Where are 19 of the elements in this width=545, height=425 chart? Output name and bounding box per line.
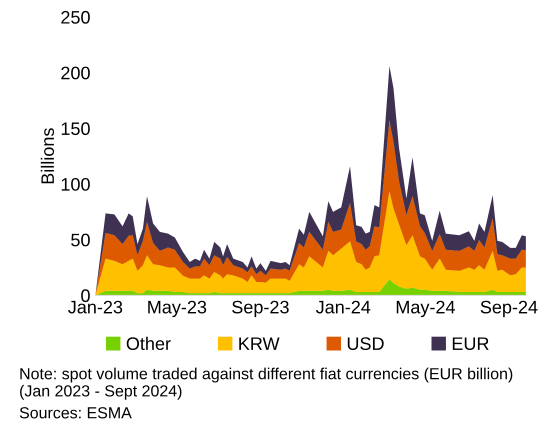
y-tick-label: 250 xyxy=(61,10,90,24)
y-tick-label: 150 xyxy=(62,122,90,136)
y-tick-label: 50 xyxy=(71,234,90,246)
x-tick-label: Jan-24 xyxy=(316,300,370,314)
y-tick-label: 200 xyxy=(61,66,90,80)
x-tick-label: May-24 xyxy=(396,300,455,318)
legend-label: EUR xyxy=(452,337,489,350)
legend-label: USD xyxy=(348,337,384,350)
legend-label: Other xyxy=(126,336,171,350)
x-tick-label: Sep-24 xyxy=(480,300,538,318)
y-tick-label: 100 xyxy=(62,178,90,191)
x-tick-label: Sep-23 xyxy=(232,300,289,318)
source-note: Sources: ESMA xyxy=(20,407,132,418)
x-tick-label: May-23 xyxy=(148,300,206,318)
x-tick-label: Jan-23 xyxy=(68,300,122,314)
y-tick-label: 0 xyxy=(81,289,90,302)
legend-label: KRW xyxy=(239,337,280,350)
text: Note: spot volume traded against different fiat currencies (EUR billion) (Jan 2023 - Sept 2024) xyxy=(20,368,512,400)
y-axis-title: Billions xyxy=(40,128,54,184)
